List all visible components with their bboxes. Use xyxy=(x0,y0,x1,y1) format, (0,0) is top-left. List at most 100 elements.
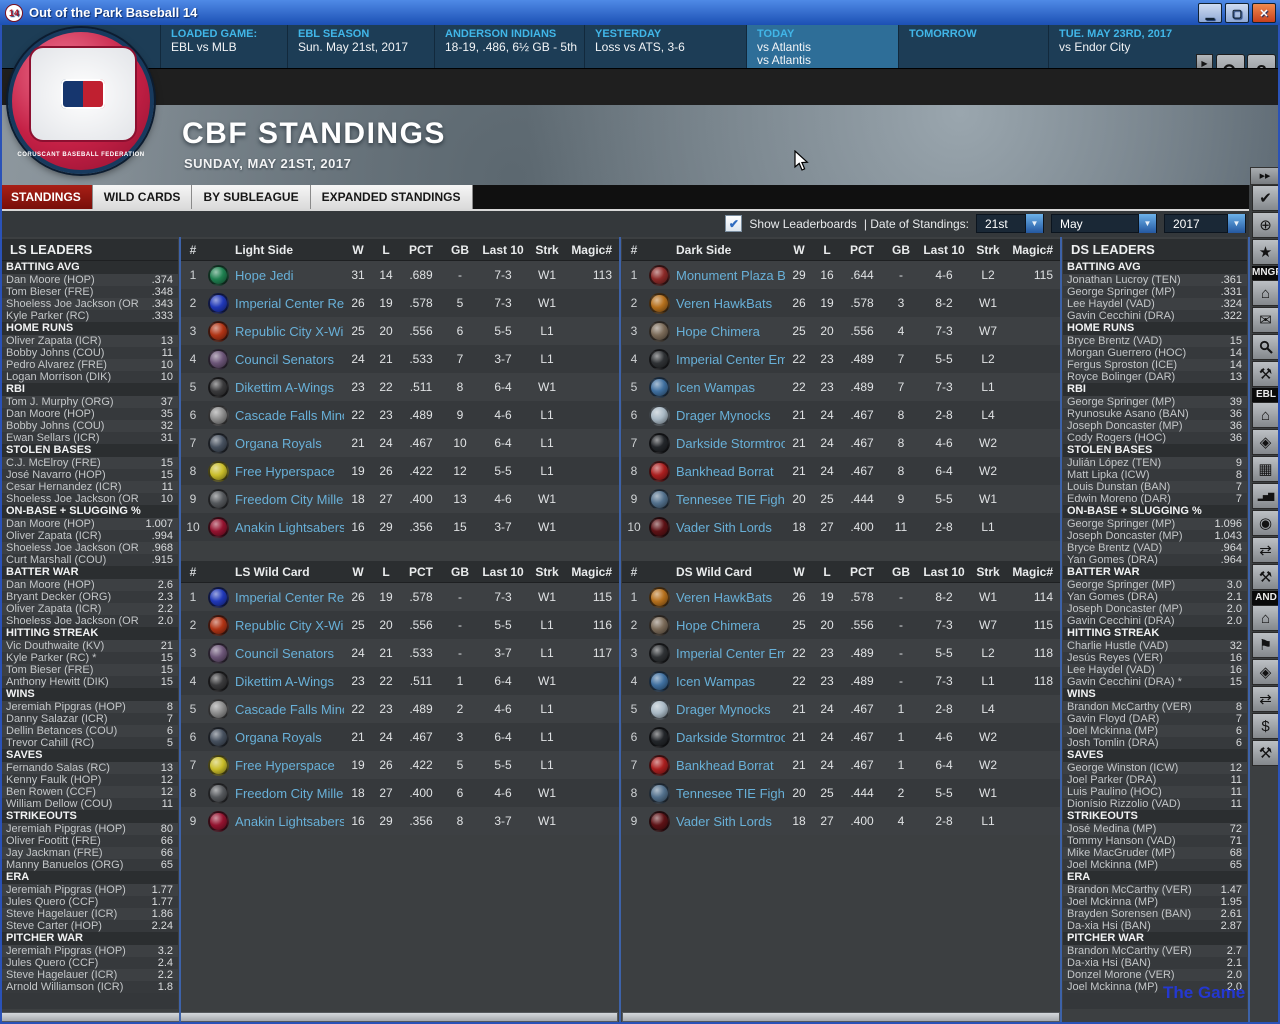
leader-player-link[interactable]: Bryce Brentz (VAD) xyxy=(1067,542,1163,554)
sidebar-bar-chart-icon[interactable]: ▂▅▇ xyxy=(1252,483,1279,509)
leader-player-link[interactable]: Anthony Hewitt (DIK) xyxy=(6,676,109,688)
leader-player-link[interactable]: Royce Bolinger (DAR) xyxy=(1067,371,1176,383)
sidebar-flag-person-icon[interactable]: ⚑ xyxy=(1252,632,1279,658)
leader-player-link[interactable]: Jeremiah Pipgras (HOP) xyxy=(6,823,126,835)
leader-player-link[interactable]: Logan Morrison (DIK) xyxy=(6,371,112,383)
leader-player-link[interactable]: Shoeless Joe Jackson (OR xyxy=(6,493,139,505)
close-button[interactable]: ✕ xyxy=(1252,3,1276,23)
leader-player-link[interactable]: Brayden Sorensen (BAN) xyxy=(1067,908,1192,920)
leader-player-link[interactable]: Fernando Salas (RC) xyxy=(6,762,110,774)
leader-player-link[interactable]: William Dellow (COU) xyxy=(6,798,113,810)
team-name-link[interactable]: Vader Sith Lords xyxy=(676,813,772,829)
leader-player-link[interactable]: Edwin Moreno (DAR) xyxy=(1067,493,1171,505)
sidebar-check-icon[interactable]: ✔ xyxy=(1252,185,1279,211)
tab-standings[interactable]: STANDINGS xyxy=(0,185,93,209)
team-name-link[interactable]: Hope Jedi xyxy=(235,267,294,283)
leader-player-link[interactable]: José Medina (MP) xyxy=(1067,823,1157,835)
team-name-link[interactable]: Imperial Center Empire xyxy=(676,645,785,661)
team-name-link[interactable]: Darkside Stormtroopers xyxy=(676,435,785,451)
team-name-link[interactable]: Imperial Center Rebellion xyxy=(235,295,344,311)
leader-player-link[interactable]: Donzel Morone (VER) xyxy=(1067,969,1175,981)
leader-player-link[interactable]: Jules Quero (CCF) xyxy=(6,957,99,969)
leader-player-link[interactable]: Da-xia Hsi (BAN) xyxy=(1067,920,1151,932)
sidebar-baseball-icon[interactable]: ◉ xyxy=(1252,510,1279,536)
sidebar-transfer-arrows-icon[interactable]: ⇄ xyxy=(1252,537,1279,563)
leader-player-link[interactable]: Joel Mckinna (MP) xyxy=(1067,859,1159,871)
horizontal-scrollbar[interactable] xyxy=(1,1012,618,1022)
sidebar-globe-icon[interactable]: ⊕ xyxy=(1252,212,1279,238)
team-name-link[interactable]: Drager Mynocks xyxy=(676,407,771,423)
leader-player-link[interactable]: Charlie Hustle (VAD) xyxy=(1067,640,1169,652)
team-name-link[interactable]: Council Senators xyxy=(235,645,334,661)
leader-player-link[interactable]: Yan Gomes (DRA) xyxy=(1067,591,1158,603)
leader-player-link[interactable]: Morgan Guerrero (HOC) xyxy=(1067,347,1187,359)
leader-player-link[interactable]: Gavin Cecchini (DRA) xyxy=(1067,310,1175,322)
team-name-link[interactable]: Organa Royals xyxy=(235,729,322,745)
next-day-icon[interactable]: ▶ xyxy=(1196,54,1213,72)
leader-player-link[interactable]: Trevor Cahill (RC) xyxy=(6,737,95,749)
leader-player-link[interactable]: Gavin Cecchini (DRA) * xyxy=(1067,676,1182,688)
sidebar-grid-icon[interactable]: ▦ xyxy=(1252,456,1279,482)
team-name-link[interactable]: Republic City X-Wings xyxy=(235,323,344,339)
leader-player-link[interactable]: Jules Quero (CCF) xyxy=(6,896,99,908)
leader-player-link[interactable]: Brandon McCarthy (VER) xyxy=(1067,945,1192,957)
tab-wild-cards[interactable]: WILD CARDS xyxy=(92,185,193,209)
leader-player-link[interactable]: Lee Haydel (VAD) xyxy=(1067,298,1155,310)
leader-player-link[interactable]: Tom Bieser (FRE) xyxy=(6,286,94,298)
leader-player-link[interactable]: Manny Banuelos (ORG) xyxy=(6,859,124,871)
team-name-link[interactable]: Monument Plaza Battle Droids xyxy=(676,267,785,283)
leader-player-link[interactable]: Bobby Johns (COU) xyxy=(6,347,105,359)
leader-player-link[interactable]: Julián López (TEN) xyxy=(1067,457,1162,469)
leader-player-link[interactable]: Kyle Parker (RC) * xyxy=(6,652,97,664)
leader-player-link[interactable]: Dan Moore (HOP) xyxy=(6,274,95,286)
leader-player-link[interactable]: Joseph Doncaster (MP) xyxy=(1067,530,1183,542)
team-name-link[interactable]: Free Hyperspace xyxy=(235,463,335,479)
month-select[interactable]: May ▼ xyxy=(1051,214,1157,233)
team-name-link[interactable]: Tennesee TIE Fighters xyxy=(676,491,785,507)
leader-player-link[interactable]: George Springer (MP) xyxy=(1067,286,1176,298)
leader-player-link[interactable]: Vic Douthwaite (KV) xyxy=(6,640,105,652)
leader-player-link[interactable]: Bryant Decker (ORG) xyxy=(6,591,112,603)
team-name-link[interactable]: Council Senators xyxy=(235,351,334,367)
leader-player-link[interactable]: Steve Hagelauer (ICR) xyxy=(6,908,118,920)
sidebar-star-icon[interactable]: ★ xyxy=(1252,239,1279,265)
leader-player-link[interactable]: Jonathan Lucroy (TEN) xyxy=(1067,274,1181,286)
sidebar-wrench-icon[interactable]: ⚒ xyxy=(1252,740,1279,766)
leader-player-link[interactable]: George Springer (MP) xyxy=(1067,518,1176,530)
leader-player-link[interactable]: Oliver Footitt (FRE) xyxy=(6,835,101,847)
sidebar-transfer-arrows-icon[interactable]: ⇄ xyxy=(1252,686,1279,712)
team-name-link[interactable]: Hope Chimera xyxy=(676,617,760,633)
leader-player-link[interactable]: Dan Moore (HOP) xyxy=(6,579,95,591)
horizontal-scrollbar[interactable] xyxy=(622,1012,1060,1022)
team-name-link[interactable]: Bankhead Borrat xyxy=(676,463,774,479)
tab-by-subleague[interactable]: BY SUBLEAGUE xyxy=(192,185,311,209)
leader-player-link[interactable]: Cody Rogers (HOC) xyxy=(1067,432,1167,444)
leader-player-link[interactable]: Gavin Cecchini (DRA) xyxy=(1067,615,1175,627)
team-name-link[interactable]: Veren HawkBats xyxy=(676,589,773,605)
sidebar-field-diamond-icon[interactable]: ◈ xyxy=(1252,429,1279,455)
team-name-link[interactable]: Vader Sith Lords xyxy=(676,519,772,535)
leader-player-link[interactable]: Matt Lipka (ICW) xyxy=(1067,469,1150,481)
leader-player-link[interactable]: Pedro Alvarez (FRE) xyxy=(6,359,107,371)
leader-player-link[interactable]: Curt Marshall (COU) xyxy=(6,554,107,566)
team-name-link[interactable]: Veren HawkBats xyxy=(676,295,773,311)
sidebar-home-icon[interactable]: ⌂ xyxy=(1252,605,1279,631)
leader-player-link[interactable]: Yan Gomes (DRA) xyxy=(1067,554,1158,566)
leader-player-link[interactable]: George Winston (ICW) xyxy=(1067,762,1179,774)
leader-player-link[interactable]: Joel Mckinna (MP) xyxy=(1067,896,1159,908)
leader-player-link[interactable]: Mike MacGruder (MP) xyxy=(1067,847,1176,859)
team-name-link[interactable]: Cascade Falls Minotaurs xyxy=(235,407,344,423)
team-name-link[interactable]: Darkside Stormtroopers xyxy=(676,729,785,745)
leader-player-link[interactable]: Dellin Betances (COU) xyxy=(6,725,118,737)
leader-player-link[interactable]: Shoeless Joe Jackson (OR xyxy=(6,615,139,627)
leader-player-link[interactable]: George Springer (MP) xyxy=(1067,579,1176,591)
leader-player-link[interactable]: Shoeless Joe Jackson (OR xyxy=(6,542,139,554)
team-name-link[interactable]: Tennesee TIE Fighters xyxy=(676,785,785,801)
leader-player-link[interactable]: Jay Jackman (FRE) xyxy=(6,847,103,859)
leader-player-link[interactable]: Joel Mckinna (MP) xyxy=(1067,725,1159,737)
leader-player-link[interactable]: Steve Carter (HOP) xyxy=(6,920,102,932)
leader-player-link[interactable]: Joseph Doncaster (MP) xyxy=(1067,420,1183,432)
leader-player-link[interactable]: Ryunosuke Asano (BAN) xyxy=(1067,408,1189,420)
maximize-button[interactable]: ▢ xyxy=(1225,3,1249,23)
leader-player-link[interactable]: Kenny Faulk (HOP) xyxy=(6,774,102,786)
